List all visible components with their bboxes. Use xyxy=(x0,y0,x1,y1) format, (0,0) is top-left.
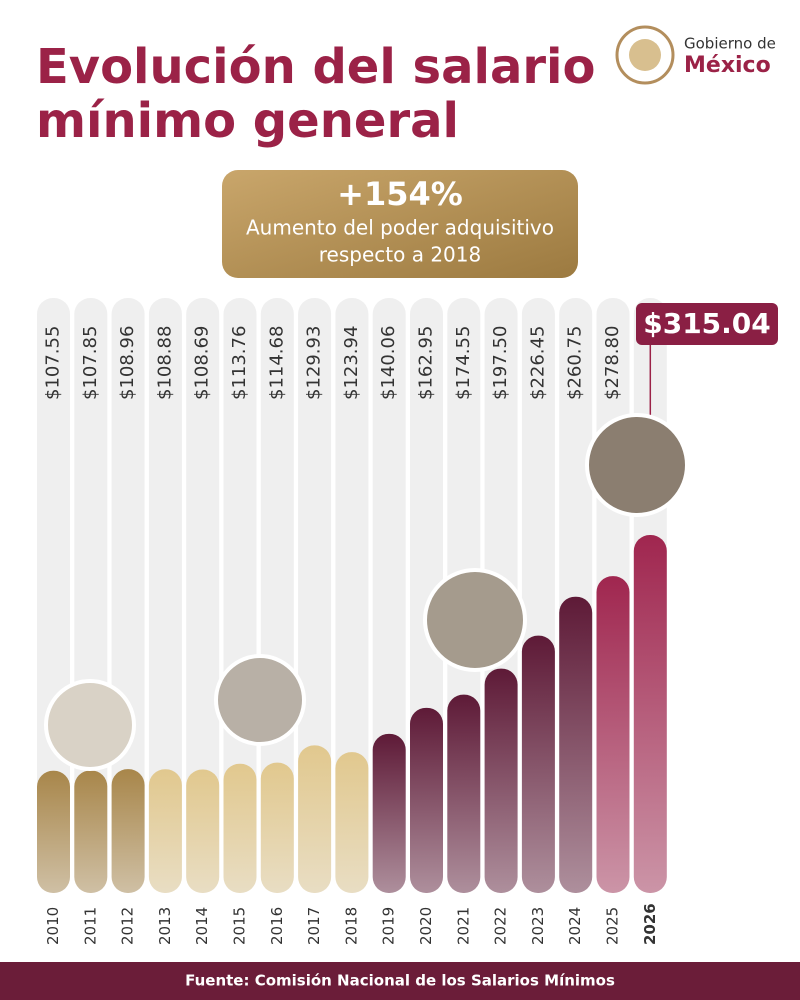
bar xyxy=(186,769,220,893)
x-tick-label: 2019 xyxy=(380,907,398,945)
brand-line: Gobierno de xyxy=(684,35,776,53)
x-tick-label: 2016 xyxy=(268,907,286,945)
title-line: Evolución del salario xyxy=(36,39,595,95)
x-tick-label: 2022 xyxy=(492,907,510,945)
bar xyxy=(74,770,108,893)
value-label: $260.75 xyxy=(565,326,586,400)
value-label: $114.68 xyxy=(266,326,287,400)
value-label: $226.45 xyxy=(527,326,548,400)
value-label: $140.06 xyxy=(378,326,399,400)
bar xyxy=(335,752,369,893)
x-tick-label: 2015 xyxy=(231,907,249,945)
brand-line: México xyxy=(684,53,771,78)
bar xyxy=(633,535,667,893)
x-tick-label: 2010 xyxy=(44,907,62,945)
bar xyxy=(447,694,481,893)
column-track xyxy=(335,298,369,893)
highlight-value: +154% xyxy=(337,175,463,213)
value-label-box xyxy=(636,303,778,345)
x-tick-label: 2021 xyxy=(454,907,472,945)
bar xyxy=(372,733,406,893)
x-tick-label: 2014 xyxy=(193,907,211,945)
logo-seal-inner xyxy=(629,39,661,71)
bar xyxy=(596,576,630,893)
value-label: $107.55 xyxy=(43,326,64,400)
bar xyxy=(484,668,518,893)
x-tick-label: 2012 xyxy=(119,907,137,945)
footer-bar xyxy=(0,962,800,1000)
x-tick-label: 2013 xyxy=(156,907,174,945)
value-label: $108.88 xyxy=(154,326,175,400)
x-tick-label: 2020 xyxy=(417,907,435,945)
column-track xyxy=(148,298,182,893)
x-tick-label: 2025 xyxy=(604,907,622,945)
value-label: $315.04 xyxy=(643,307,771,340)
portrait xyxy=(44,679,136,771)
bar xyxy=(298,745,332,893)
portrait xyxy=(585,413,689,517)
bar xyxy=(148,769,182,893)
x-tick-label: 2026 xyxy=(641,903,659,945)
bar xyxy=(559,596,593,893)
x-tick-label: 2024 xyxy=(566,907,584,945)
column-track xyxy=(298,298,332,893)
value-label: $108.69 xyxy=(192,326,213,400)
bar xyxy=(37,770,70,893)
source: Fuente: Comisión Nacional de los Salario… xyxy=(185,972,615,990)
value-label: $107.85 xyxy=(80,326,101,400)
value-label: $108.96 xyxy=(117,326,138,400)
portrait xyxy=(423,568,527,672)
value-label: $123.94 xyxy=(341,326,362,400)
x-tick-label: 2011 xyxy=(81,907,99,945)
bar xyxy=(223,763,257,893)
x-tick-label: 2018 xyxy=(342,907,360,945)
bar xyxy=(521,635,555,893)
value-label: $129.93 xyxy=(304,326,325,400)
highlight-text: Aumento del poder adquisitivo xyxy=(246,216,554,240)
portrait xyxy=(214,654,306,746)
highlight-text: respecto a 2018 xyxy=(319,243,481,267)
value-label: $113.76 xyxy=(229,326,250,400)
bar xyxy=(410,707,443,893)
bar xyxy=(111,769,145,893)
column-track xyxy=(186,298,220,893)
value-label: $278.80 xyxy=(602,326,623,400)
bar xyxy=(260,762,294,893)
value-label: $197.50 xyxy=(490,326,511,400)
value-label: $162.95 xyxy=(416,326,437,400)
logo-seal xyxy=(615,25,675,85)
title-line: mínimo general xyxy=(36,93,459,149)
x-tick-label: 2023 xyxy=(529,907,547,945)
x-tick-label: 2017 xyxy=(305,907,323,945)
value-label: $174.55 xyxy=(453,326,474,400)
highlight-box xyxy=(222,170,578,278)
